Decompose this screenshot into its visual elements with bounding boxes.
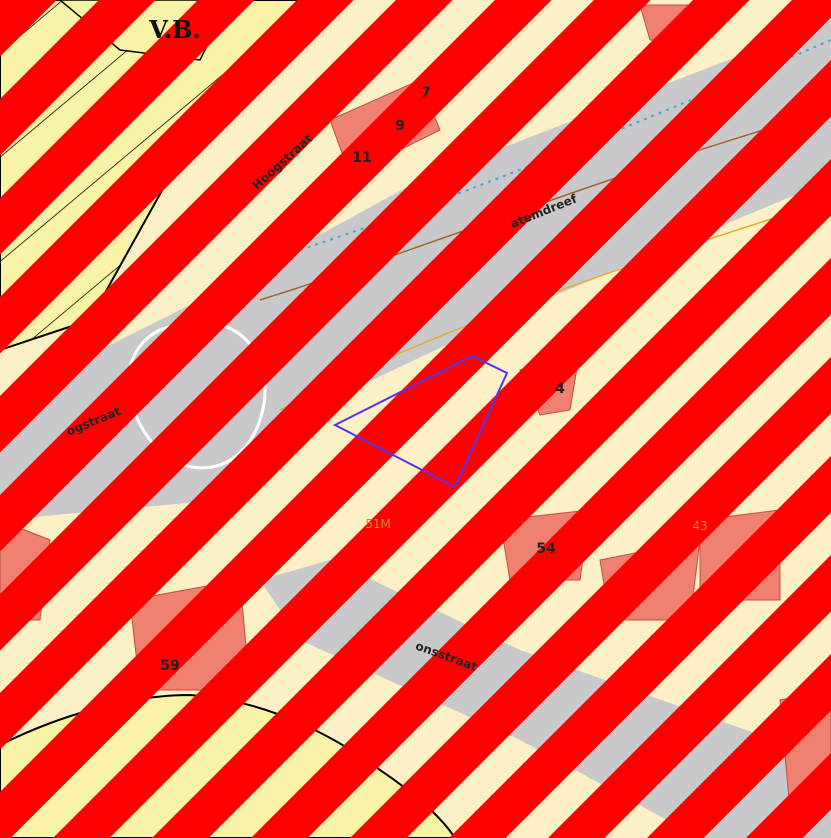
selected-parcel[interactable] bbox=[332, 354, 509, 489]
house-number: 9 bbox=[395, 118, 405, 134]
house-number: 4 bbox=[555, 381, 565, 397]
house-number: 11 bbox=[352, 150, 371, 166]
house-number: 54 bbox=[536, 541, 556, 557]
parcel-number: 51M bbox=[365, 517, 391, 531]
house-number: 59 bbox=[160, 658, 179, 674]
house-number: 7 bbox=[421, 85, 431, 101]
area-label: V.B. bbox=[148, 15, 200, 44]
parcel-number: 43 bbox=[692, 519, 707, 533]
